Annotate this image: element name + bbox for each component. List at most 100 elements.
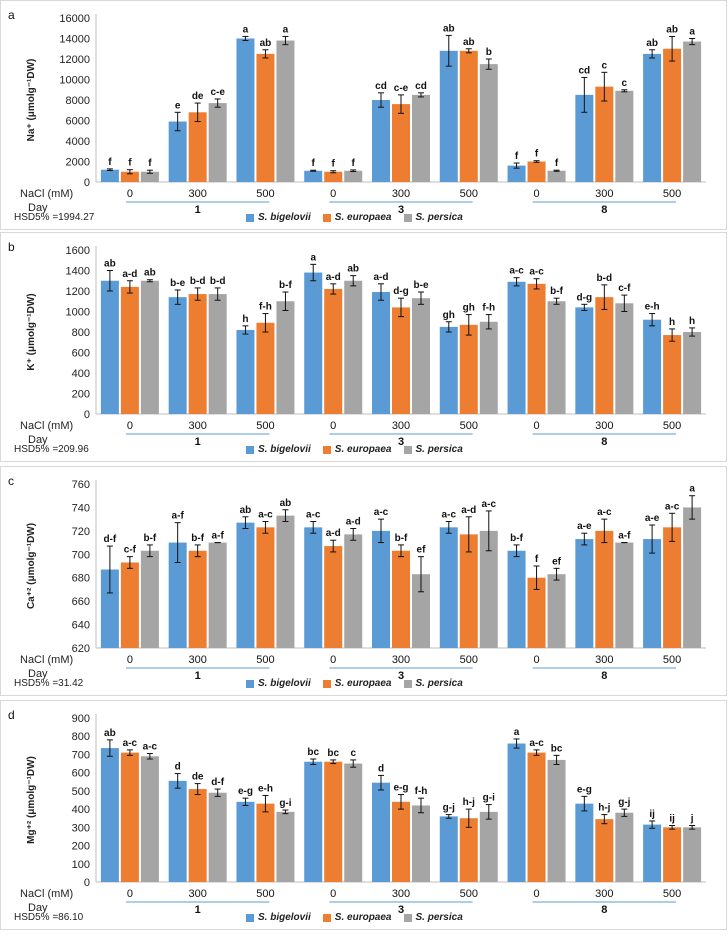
bar <box>547 759 566 882</box>
chart-svg: 0 100 200 300 400 500 600 700 800 900 Mg⁺² (μmolg⁻… <box>26 713 706 903</box>
bar <box>120 171 139 182</box>
significance-letter: j <box>690 814 694 825</box>
day-label: 3 <box>397 904 405 916</box>
bar <box>683 332 702 414</box>
y-tick-label: 700 <box>72 749 90 761</box>
bar <box>208 542 227 648</box>
day-axis-label: Day <box>28 434 48 446</box>
significance-letter: ab <box>260 38 272 49</box>
significance-letter: f <box>128 158 132 169</box>
day-label: 8 <box>601 204 608 216</box>
nacl-level-label: 500 <box>662 420 682 432</box>
y-tick-label: 900 <box>72 713 90 725</box>
significance-letter: b <box>486 47 492 58</box>
panel-label: c <box>8 474 14 488</box>
nacl-axis-label: NaCl (mM) <box>20 420 74 432</box>
significance-letter: f <box>535 149 539 160</box>
significance-letter: e <box>175 100 181 111</box>
bar <box>276 301 295 414</box>
legend-item: S. persica <box>403 212 463 223</box>
legend-swatch <box>322 913 331 922</box>
bar <box>479 530 498 648</box>
significance-letter: a-c <box>597 507 612 518</box>
bar <box>412 298 430 414</box>
bar <box>168 121 187 182</box>
significance-letter: a-d <box>326 272 341 283</box>
legend-label: S. europaea <box>334 444 392 455</box>
significance-letter: a-f <box>172 511 185 522</box>
bar <box>140 756 159 882</box>
y-tick-label: 0 <box>84 177 90 189</box>
legend-label: S. persica <box>415 912 463 923</box>
significance-letter: h-j <box>598 803 610 814</box>
significance-letter: a-e <box>645 513 660 524</box>
significance-letter: ab <box>463 37 475 48</box>
y-tick-label: 100 <box>72 859 90 871</box>
significance-letter: f <box>332 159 336 170</box>
significance-letter: b-d <box>210 276 226 287</box>
significance-letter: cd <box>415 81 427 92</box>
bar <box>256 803 275 882</box>
significance-letter: de <box>192 91 204 102</box>
nacl-level-label: 300 <box>595 888 614 900</box>
y-tick-label: 1200 <box>66 286 90 298</box>
bar <box>663 827 682 882</box>
significance-letter: h <box>242 314 248 325</box>
significance-letter: bc <box>551 743 563 754</box>
day-label: 3 <box>397 670 405 682</box>
significance-letter: ij <box>649 809 655 820</box>
nacl-level-label: 500 <box>662 188 682 200</box>
significance-letter: ab <box>144 268 156 279</box>
bar <box>507 281 526 414</box>
significance-letter: d-g <box>577 292 593 303</box>
bar <box>276 811 295 882</box>
legend-item: S. europaea <box>322 678 392 689</box>
nacl-level-label: 0 <box>126 888 133 900</box>
y-tick-label: 740 <box>72 502 90 514</box>
nacl-level-label: 500 <box>662 888 682 900</box>
legend-label: S. bigelovii <box>258 212 311 223</box>
bar <box>459 50 478 182</box>
bar <box>188 112 207 182</box>
bar <box>100 569 119 648</box>
bar <box>459 324 478 414</box>
bar <box>595 297 614 414</box>
significance-letter: f <box>535 554 539 565</box>
significance-letter: a-c <box>665 501 680 512</box>
legend-swatch <box>322 213 331 222</box>
significance-letter: a-c <box>258 509 273 520</box>
y-tick-label: 640 <box>72 620 90 632</box>
bar <box>276 515 295 648</box>
chart-svg: 620 640 660 680 700 720 740 760 Ca⁺² (μmolg⁻¹DW)… <box>26 479 706 669</box>
significance-letter: c-e <box>394 83 409 94</box>
bar <box>236 329 255 414</box>
day-label: 1 <box>194 204 201 216</box>
chart-panel-b: b 0 200 400 600 800 1000 1200 1400 1600 K⁺ (μmolg⁻… <box>0 232 728 464</box>
significance-letter: ab <box>280 498 292 509</box>
significance-letter: d <box>175 762 181 773</box>
nacl-level-label: 300 <box>188 188 207 200</box>
bar <box>208 103 227 182</box>
legend-label: S. bigelovii <box>258 444 311 455</box>
bar <box>324 546 343 648</box>
bar <box>683 507 702 648</box>
nacl-level-label: 500 <box>459 888 478 900</box>
nacl-level-label: 300 <box>595 420 614 432</box>
y-tick-label: 200 <box>72 389 90 401</box>
significance-letter: h <box>689 316 695 327</box>
bar <box>168 542 187 648</box>
y-tick-label: 12000 <box>59 54 90 66</box>
bar <box>120 562 139 648</box>
nacl-level-label: 0 <box>533 420 540 432</box>
significance-letter: a <box>689 27 695 38</box>
bar <box>615 812 634 882</box>
bar <box>507 165 526 182</box>
legend-label: S. europaea <box>334 912 392 923</box>
significance-letter: ab <box>666 24 678 35</box>
panel-label: a <box>8 8 15 22</box>
y-tick-label: 6000 <box>66 116 90 128</box>
significance-letter: b-d <box>190 276 206 287</box>
significance-letter: b-f <box>279 280 292 291</box>
bar <box>344 280 363 414</box>
day-label: 8 <box>601 670 608 682</box>
